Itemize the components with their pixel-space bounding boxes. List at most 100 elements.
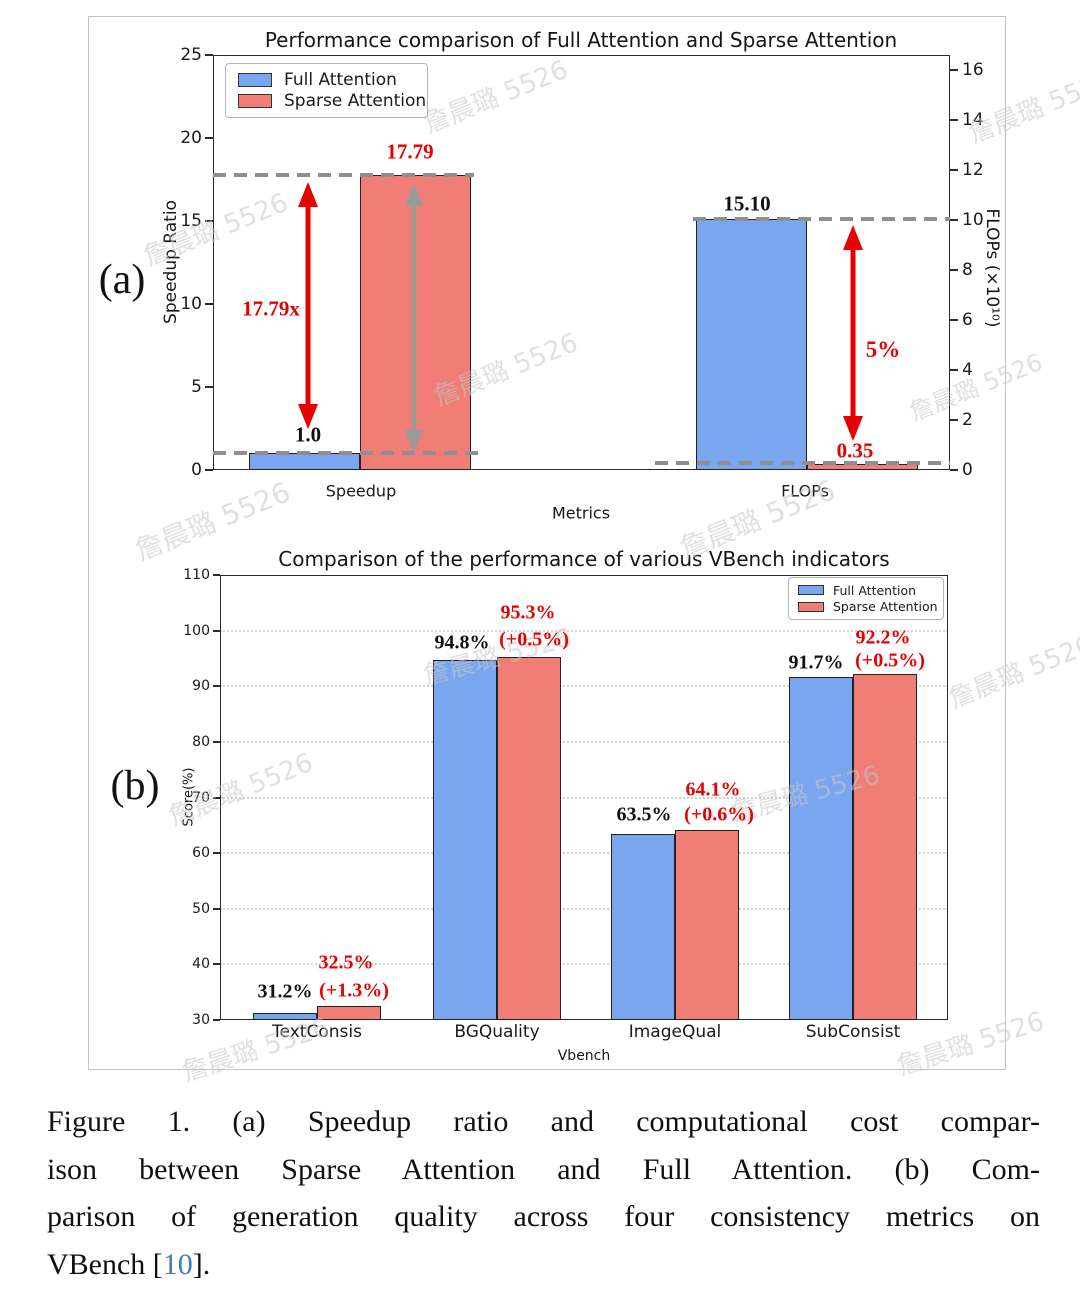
bar-full-attention-flops [696, 219, 807, 470]
bar-sparse-attention-subconsist [853, 674, 917, 1020]
chart-a-right-ytick-mark [950, 169, 958, 171]
legend-label: Sparse Attention [284, 91, 427, 112]
chart-b-value-delta: (+0.5%) [855, 649, 925, 672]
chart-b-value-delta: (+0.5%) [499, 628, 569, 651]
chart-a-ytick-label: 20 [180, 128, 202, 148]
chart-a-ytick-mark [205, 303, 213, 305]
chart-b-value-sparse: 95.3% [500, 601, 556, 624]
chart-b-value-sparse: 64.1% [685, 778, 741, 801]
chart-a-ytick-mark [205, 469, 213, 471]
bar-full-attention-textconsis [253, 1013, 317, 1020]
caption-line: VBench [10]. [47, 1241, 1040, 1289]
chart-a-annotation: 0.35 [836, 438, 874, 463]
chart-a-xtick-label: Speedup [325, 481, 397, 501]
chart-a-right-ytick-label: 16 [962, 60, 984, 80]
panel-a-label: (a) [98, 257, 146, 303]
legend-swatch-sparse-attention [798, 601, 824, 612]
chart-b-ytick-mark [213, 574, 220, 576]
chart-b-ytick-label: 60 [192, 845, 210, 862]
bar-full-attention-bgquality [433, 659, 497, 1020]
chart-b-ytick-label: 90 [192, 678, 210, 695]
chart-b-ytick-mark [213, 852, 220, 855]
chart-a-right-ytick-mark [950, 69, 958, 71]
chart-a-ytick-mark [205, 137, 213, 139]
chart-b-ytick-label: 50 [192, 900, 210, 917]
chart-b-ytick-label: 30 [192, 1012, 210, 1028]
dashed-line-1-0 [213, 451, 478, 455]
dashed-line-15-10 [693, 217, 950, 221]
bar-full-attention-subconsist [789, 676, 853, 1020]
chart-a-ytick-label: 0 [191, 460, 202, 480]
chart-a-right-ytick-mark [950, 369, 958, 371]
chart-b-ytick-label: 40 [192, 956, 210, 973]
chart-b-ytick-label: 80 [192, 733, 210, 750]
chart-a-right-ytick-label: 2 [962, 410, 973, 430]
chart-a-ytick-label: 15 [180, 211, 202, 231]
chart-b-gridline [220, 852, 948, 855]
chart-b-value-full: 91.7% [788, 651, 844, 674]
chart-a-right-ytick-mark [950, 419, 958, 421]
chart-b-legend: Full Attention Sparse Attention [788, 577, 944, 620]
legend-row: Full Attention [798, 583, 934, 598]
chart-a-ytick-mark [205, 54, 213, 56]
dashed-line-0-35 [655, 461, 950, 465]
bar-full-attention-speedup [249, 453, 360, 470]
chart-b-value-delta: (+1.3%) [319, 979, 389, 1002]
chart-b-gridline [220, 685, 948, 688]
legend-row: Sparse Attention [238, 91, 426, 111]
caption-line: Figure 1. (a) Speedup ratio and computat… [47, 1105, 1040, 1138]
chart-b-ytick-mark [213, 907, 220, 910]
chart-a-annotation: 17.79 [386, 139, 434, 164]
chart-b-xtick-label: BGQuality [454, 1022, 540, 1042]
chart-b-ytick-mark [213, 1019, 220, 1021]
citation-link[interactable]: 10 [162, 1247, 193, 1281]
chart-a-legend: Full Attention Sparse Attention [225, 63, 428, 118]
chart-a-right-ytick-label: 10 [962, 210, 984, 230]
chart-a-ytick-mark [205, 220, 213, 222]
chart-a-right-ytick-mark [950, 219, 958, 221]
chart-a-xtick-label: FLOPs [781, 481, 829, 501]
chart-a-right-ytick-mark [950, 469, 958, 471]
chart-a-ytick-label: 25 [180, 45, 202, 65]
chart-b-ytick-mark [213, 796, 220, 799]
chart-b-value-sparse: 32.5% [318, 951, 374, 974]
caption-line: parison of generation quality across fou… [47, 1200, 1040, 1233]
chart-b-ytick-mark [213, 740, 220, 743]
chart-b-xtick-label: ImageQual [628, 1022, 722, 1042]
chart-b-gridline [220, 629, 948, 632]
chart-b-ytick-mark [213, 629, 220, 632]
legend-label: Full Attention [833, 582, 917, 598]
dashed-line-17-79 [213, 173, 474, 177]
chart-a-xlabel: Metrics [551, 503, 611, 523]
chart-b-xtick-label: TextConsis [272, 1022, 362, 1042]
caption-line: ison between Sparse Attention and Full A… [47, 1152, 1040, 1186]
chart-b-plot-area [220, 575, 948, 1020]
chart-b-xlabel: Vbench [557, 1048, 611, 1064]
chart-a-plot-area [213, 55, 950, 470]
chart-b-value-full: 94.8% [434, 631, 490, 654]
chart-a-right-ytick-label: 6 [962, 310, 973, 330]
legend-swatch-full-attention [238, 72, 272, 87]
chart-b-ytick-mark [213, 963, 220, 966]
legend-swatch-full-attention [798, 585, 824, 596]
chart-b-gridline [220, 796, 948, 799]
chart-a-right-ytick-label: 8 [962, 260, 973, 280]
legend-label: Sparse Attention [833, 599, 938, 615]
figure-caption: Figure 1. (a) Speedup ratio and computat… [47, 1098, 1040, 1288]
chart-a-right-ytick-mark [950, 319, 958, 321]
chart-a-right-ytick-label: 0 [962, 460, 973, 480]
legend-swatch-sparse-attention [238, 94, 272, 109]
bar-full-attention-imagequal [611, 833, 675, 1020]
chart-a-title: Performance comparison of Full Attention… [264, 28, 898, 52]
chart-a-right-ytick-mark [950, 269, 958, 271]
chart-a-ytick-label: 5 [191, 377, 202, 397]
chart-b-title: Comparison of the performance of various… [278, 547, 890, 571]
chart-b-gridline [220, 963, 948, 966]
legend-row: Sparse Attention [798, 599, 938, 614]
bar-sparse-attention-imagequal [675, 830, 739, 1020]
chart-a-annotation: 1.0 [294, 422, 322, 447]
chart-b-ytick-mark [213, 685, 220, 688]
legend-label: Full Attention [284, 69, 397, 90]
chart-a-ylabel-right: FLOPs (×10¹⁰) [982, 208, 1002, 328]
